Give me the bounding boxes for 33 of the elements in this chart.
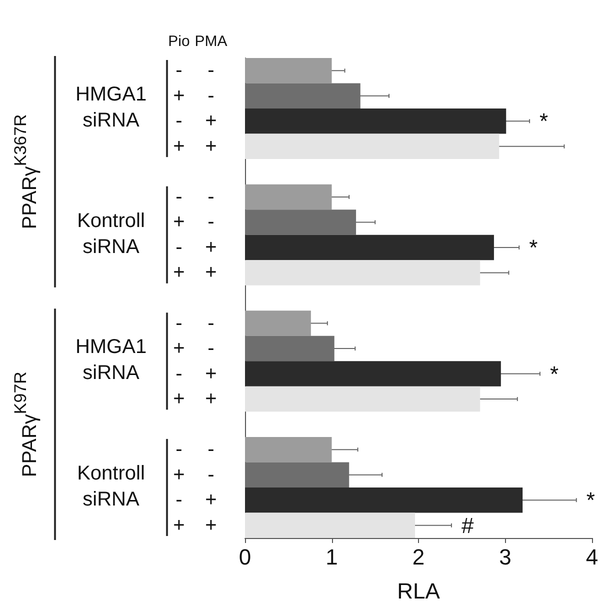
data-label: * [550,361,559,386]
x-tick-label: 2 [412,544,425,570]
y-tick-label: + + [173,262,217,284]
y-tick-label: + + [173,514,217,536]
category-label: - - [176,186,214,208]
text: Pio [168,32,190,50]
category-label: - - [176,312,214,334]
category-label: - - [176,438,214,461]
text: HMGA1 siRNA [75,336,147,384]
text: Kontroll siRNA [77,210,145,258]
text: PMA [194,32,228,50]
data-label: * [529,234,538,260]
y-tick-label: + - [173,464,214,486]
data-label: * [540,108,549,134]
x-tick-label: 3 [499,544,512,570]
x-tick-label: 0 [238,544,252,570]
y-tick-label: - + [176,236,217,258]
x-axis-title: RLA [397,578,440,604]
y-tick-label: + + [173,388,217,410]
y-tick-label: + + [173,135,217,158]
text: Kontroll siRNA [77,462,145,511]
y-tick-label: - + [176,362,217,385]
y-tick-label: - + [176,489,217,512]
text: HMGA1 siRNA [75,84,147,132]
y-tick-label: + - [173,338,214,360]
x-tick-label: 4 [586,544,598,570]
data-label: * [586,488,596,513]
category-label: - - [176,60,214,82]
y-tick-label: - + [176,110,217,132]
x-tick-label: 1 [326,544,338,570]
data-label: # [461,512,474,538]
y-tick-label: + - [173,211,214,234]
y-tick-label: + - [173,84,214,107]
